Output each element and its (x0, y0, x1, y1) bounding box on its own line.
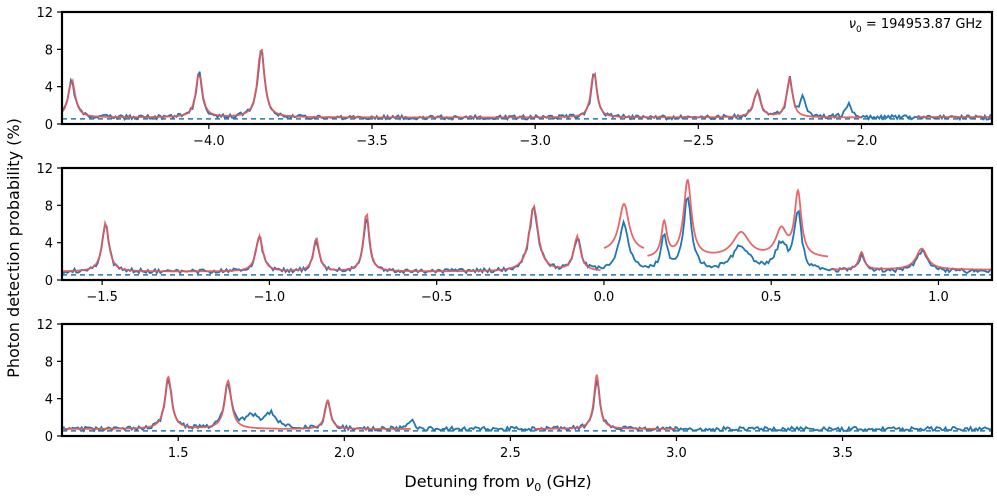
x-tick-label: 3.0 (666, 446, 687, 461)
y-tick-label: 0 (45, 118, 53, 133)
data-series-line (62, 378, 992, 433)
x-tick-label: −2.5 (683, 134, 715, 149)
fit-series-line (62, 203, 601, 273)
y-tick-label: 0 (45, 430, 53, 445)
panel-middle: −1.5 −1.0 −0.5 0.0 0.5 1.0 0 4 8 12 (36, 162, 994, 305)
y-tick-label: 4 (45, 81, 53, 96)
x-tick-label: 0.0 (594, 290, 615, 305)
x-tick-label: −1.0 (254, 290, 286, 305)
x-tick-label: 1.5 (168, 446, 189, 461)
panel-top: −4.0 −3.5 −3.0 −2.5 −2.0 0 4 8 12 ν0 = 194953.87… (36, 6, 994, 149)
panel-top-plot-area (62, 48, 992, 122)
x-tick-label: 1.0 (928, 290, 949, 305)
panel-middle-plot-area (62, 178, 992, 276)
fit-series-line (62, 375, 278, 430)
data-series-line (62, 196, 992, 276)
x-tick-label: 2.0 (334, 446, 355, 461)
fit-series-line (603, 203, 645, 249)
x-tick-label: −3.0 (519, 134, 551, 149)
fit-series-line (647, 178, 829, 258)
panel-bottom: 1.5 2.0 2.5 3.0 3.5 0 4 8 12 (36, 318, 994, 461)
panel-bottom-marks: 1.5 2.0 2.5 3.0 3.5 0 4 8 12 (36, 318, 992, 461)
x-tick-label: −1.5 (86, 290, 118, 305)
x-tick-label: 0.5 (761, 290, 782, 305)
y-tick-label: 12 (36, 318, 53, 333)
y-tick-label: 12 (36, 162, 53, 177)
y-tick-label: 8 (45, 355, 53, 370)
x-tick-label: −2.0 (846, 134, 878, 149)
x-tick-label: −0.5 (421, 290, 453, 305)
panel-middle-marks: −1.5 −1.0 −0.5 0.0 0.5 1.0 0 4 8 12 (36, 162, 992, 305)
fit-series-line (831, 247, 992, 271)
y-tick-label: 4 (45, 393, 53, 408)
frequency-annotation: ν0 = 194953.87 GHz (849, 17, 982, 35)
fit-series-line (533, 374, 677, 430)
x-tick-label: 3.5 (832, 446, 853, 461)
panel-top-marks: −4.0 −3.5 −3.0 −2.5 −2.0 0 4 8 12 (36, 6, 992, 149)
panel-top-frame (60, 10, 994, 126)
x-tick-label: −3.5 (356, 134, 388, 149)
data-series-line (62, 50, 992, 122)
y-tick-label: 8 (45, 199, 53, 214)
y-tick-label: 4 (45, 237, 53, 252)
y-tick-label: 12 (36, 6, 53, 21)
panel-middle-frame (60, 166, 994, 282)
x-axis-label: Detuning from ν0 (GHz) (404, 472, 591, 494)
y-tick-label: 8 (45, 43, 53, 58)
y-tick-label: 0 (45, 274, 53, 289)
panel-bottom-plot-area (62, 374, 992, 433)
x-tick-label: −4.0 (193, 134, 225, 149)
fit-series-line (62, 48, 862, 119)
x-tick-label: 2.5 (500, 446, 521, 461)
y-axis-label: Photon detection probability (%) (4, 118, 23, 378)
fit-series-line (277, 399, 411, 430)
panel-bottom-frame (60, 322, 994, 438)
